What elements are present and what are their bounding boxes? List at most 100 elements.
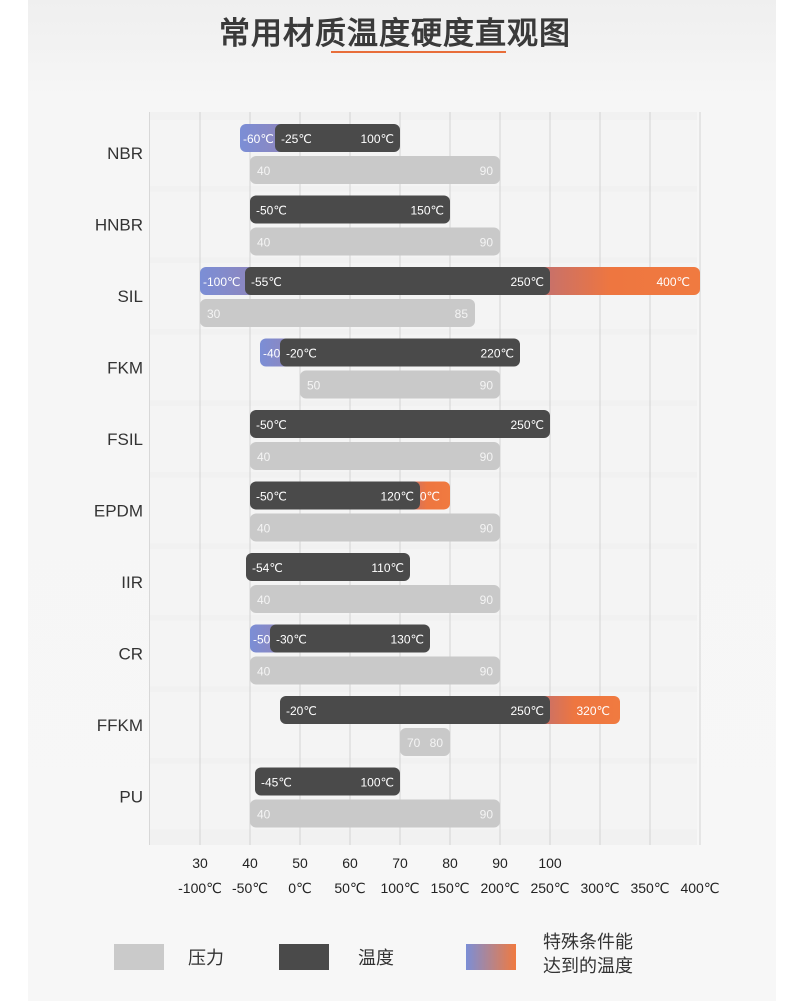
special-low-label: -100℃ [203, 275, 241, 289]
legend-label-temperature: 温度 [358, 948, 394, 968]
pressure-bar [250, 442, 500, 470]
pressure-min-label: 50 [307, 379, 321, 393]
pressure-min-label: 40 [257, 665, 271, 679]
pressure-bar [300, 370, 500, 399]
category-label: EPDM [94, 502, 143, 521]
special-high-label: 320℃ [577, 704, 611, 718]
hardness-tick-label: 100 [538, 855, 562, 871]
category-label: FKM [107, 359, 143, 378]
temperature-max-label: 100℃ [361, 776, 395, 790]
temperature-min-label: -50℃ [256, 418, 287, 432]
pressure-bar [250, 513, 500, 542]
pressure-min-label: 40 [257, 593, 271, 607]
temperature-tick-label: 50℃ [334, 880, 365, 896]
pressure-min-label: 40 [257, 522, 271, 536]
temperature-bar [246, 553, 410, 581]
pressure-max-label: 85 [455, 307, 469, 321]
pressure-min-label: 40 [257, 808, 271, 822]
temperature-tick-label: -50℃ [232, 880, 268, 896]
pressure-max-label: 90 [480, 522, 494, 536]
temperature-max-label: 250℃ [511, 704, 545, 718]
temperature-bar [280, 338, 520, 367]
pressure-min-label: 40 [257, 164, 271, 178]
special-high-label: 400℃ [657, 275, 691, 289]
temperature-tick-label: 0℃ [288, 880, 312, 896]
pressure-max-label: 90 [480, 164, 494, 178]
hardness-tick-label: 40 [242, 855, 258, 871]
category-label: PU [119, 788, 143, 807]
temperature-min-label: -25℃ [281, 132, 312, 146]
hardness-tick-label: 90 [492, 855, 508, 871]
pressure-min-label: 40 [257, 450, 271, 464]
temperature-min-label: -50℃ [256, 490, 287, 504]
hardness-tick-label: 30 [192, 855, 208, 871]
legend-label-special-line1: 特殊条件能 [543, 932, 633, 952]
temperature-max-label: 250℃ [511, 275, 545, 289]
temperature-tick-label: 200℃ [480, 880, 519, 896]
temperature-tick-label: 300℃ [580, 880, 619, 896]
title-underline [331, 51, 506, 53]
hardness-tick-label: 80 [442, 855, 458, 871]
temperature-max-label: 150℃ [411, 204, 445, 218]
category-label: HNBR [95, 216, 143, 235]
category-label: CR [118, 645, 143, 664]
temperature-bar [255, 767, 400, 796]
temperature-max-label: 130℃ [391, 633, 425, 647]
pressure-bar [250, 799, 500, 828]
special-low-label: -60℃ [243, 132, 274, 146]
category-label: IIR [121, 573, 143, 592]
pressure-min-label: 30 [207, 307, 221, 321]
temperature-bar [250, 410, 550, 438]
temperature-tick-label: 400℃ [680, 880, 719, 896]
category-label: SIL [117, 287, 143, 306]
temperature-bar [275, 124, 400, 152]
legend-label-special-line2: 达到的温度 [543, 956, 633, 976]
pressure-bar [250, 227, 500, 256]
temperature-min-label: -20℃ [286, 347, 317, 361]
temperature-min-label: -20℃ [286, 704, 317, 718]
temperature-tick-label: -100℃ [178, 880, 222, 896]
temperature-max-label: 100℃ [361, 132, 395, 146]
hardness-tick-label: 70 [392, 855, 408, 871]
temperature-tick-label: 150℃ [430, 880, 469, 896]
temperature-max-label: 110℃ [371, 561, 404, 575]
hardness-tick-label: 50 [292, 855, 308, 871]
temperature-min-label: -45℃ [261, 776, 292, 790]
category-label: FFKM [97, 716, 143, 735]
temperature-min-label: -30℃ [276, 633, 307, 647]
pressure-bar [250, 585, 500, 613]
pressure-max-label: 90 [480, 808, 494, 822]
pressure-min-label: 70 [407, 736, 421, 750]
category-label: NBR [107, 144, 143, 163]
temperature-max-label: 220℃ [481, 347, 515, 361]
special-high-bar [538, 267, 700, 295]
category-label: FSIL [107, 430, 143, 449]
pressure-max-label: 80 [430, 736, 444, 750]
temperature-bar [250, 481, 420, 510]
pressure-max-label: 90 [480, 450, 494, 464]
temperature-min-label: -55℃ [251, 275, 282, 289]
temperature-min-label: -50℃ [256, 204, 287, 218]
temperature-tick-label: 100℃ [380, 880, 419, 896]
pressure-bar [400, 728, 450, 756]
pressure-bar [200, 299, 475, 327]
legend-swatch-temperature [279, 944, 329, 970]
temperature-max-label: 120℃ [381, 490, 415, 504]
temperature-tick-label: 250℃ [530, 880, 569, 896]
chart-title: 常用材质温度硬度直观图 [219, 16, 571, 51]
temperature-bar [280, 696, 550, 724]
temperature-min-label: -54℃ [252, 561, 283, 575]
temperature-bar [245, 267, 550, 295]
temperature-tick-label: 350℃ [630, 880, 669, 896]
temperature-bar [270, 624, 430, 653]
pressure-max-label: 90 [480, 236, 494, 250]
special-low-bar [200, 267, 257, 295]
temperature-max-label: 250℃ [511, 418, 545, 432]
hardness-tick-label: 60 [342, 855, 358, 871]
pressure-bar [250, 156, 500, 184]
pressure-max-label: 90 [480, 593, 494, 607]
pressure-max-label: 90 [480, 665, 494, 679]
legend-swatch-special [466, 944, 516, 970]
special-high-bar [538, 696, 620, 724]
